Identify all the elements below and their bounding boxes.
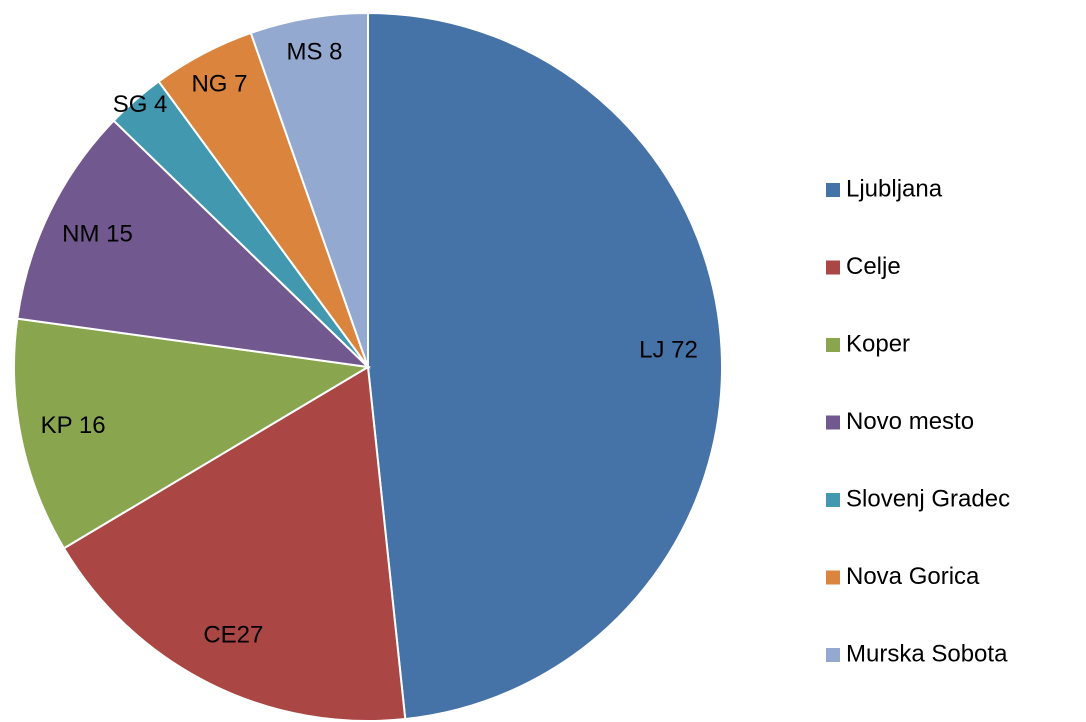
pie-slice xyxy=(16,119,371,369)
data-label: KP 16 xyxy=(41,412,106,439)
legend-swatch xyxy=(826,648,840,662)
legend-label: Ljubljana xyxy=(846,175,943,202)
legend-label: Slovenj Gradec xyxy=(846,485,1010,512)
pie-slice xyxy=(62,365,407,722)
pie-slice xyxy=(13,317,371,550)
legend-swatch xyxy=(826,415,840,430)
pie-slice xyxy=(249,11,369,368)
data-label: CE27 xyxy=(203,621,263,648)
legend-label: Celje xyxy=(846,253,901,280)
data-label: LJ 72 xyxy=(639,336,698,363)
data-label: SG 4 xyxy=(113,91,168,118)
legend-swatch xyxy=(826,570,840,585)
legend-label: Nova Gorica xyxy=(846,563,980,590)
legend-swatch xyxy=(826,260,840,275)
legend-swatch xyxy=(826,338,840,352)
legend-label: Koper xyxy=(846,330,910,357)
legend-label: Murska Sobota xyxy=(846,640,1008,667)
legend-swatch xyxy=(826,493,840,507)
legend-label: Novo mesto xyxy=(846,408,974,435)
data-label: NM 15 xyxy=(62,221,133,248)
legend-swatch xyxy=(826,183,840,197)
pie-slice xyxy=(367,11,723,721)
data-label: MS 8 xyxy=(287,38,343,65)
data-label: NG 7 xyxy=(191,70,247,97)
